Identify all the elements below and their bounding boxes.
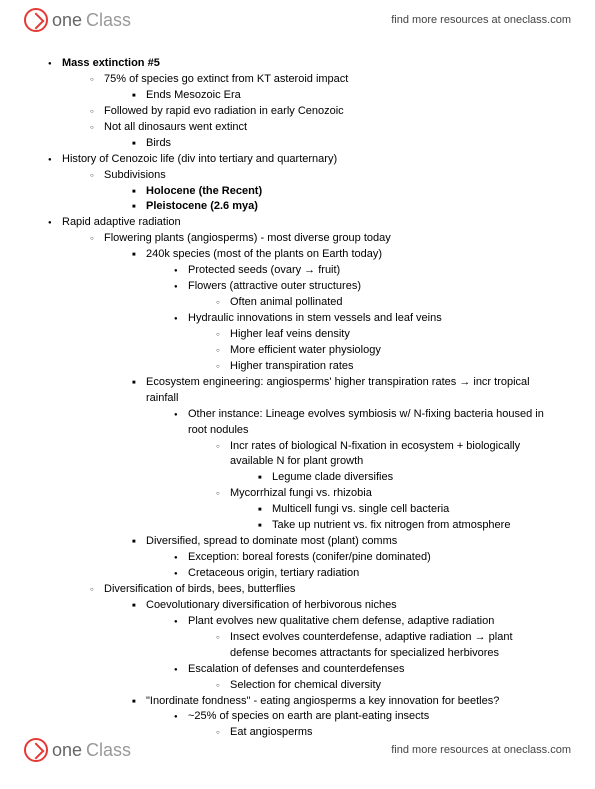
document-body: Mass extinction #5 75% of species go ext… bbox=[0, 40, 595, 789]
header-link-text[interactable]: find more resources at oneclass.com bbox=[391, 14, 571, 26]
bullet-text: Subdivisions bbox=[104, 169, 166, 181]
bullet-text: Mass extinction #5 bbox=[62, 57, 160, 69]
bullet-text: Legume clade diversifies bbox=[272, 471, 393, 483]
logo-text-one: one bbox=[52, 10, 82, 31]
logo-text-class: Class bbox=[86, 740, 131, 761]
bullet-text: 240k species (most of the plants on Eart… bbox=[146, 248, 382, 260]
bullet-text: Other instance: Lineage evolves symbiosi… bbox=[188, 408, 544, 436]
logo-icon bbox=[24, 8, 48, 32]
bullet-text: Often animal pollinated bbox=[230, 296, 343, 308]
bullet-text: Pleistocene (2.6 mya) bbox=[146, 200, 258, 212]
logo: oneClass bbox=[24, 738, 131, 762]
bullet-text: Rapid adaptive radiation bbox=[62, 216, 181, 228]
bullet-text: Holocene (the Recent) bbox=[146, 185, 262, 197]
bullet-text: Ecosystem engineering: angiosperms' high… bbox=[146, 376, 530, 404]
bullet-text: Higher transpiration rates bbox=[230, 360, 354, 372]
bullet-text: Diversification of birds, bees, butterfl… bbox=[104, 583, 295, 595]
bullet-text: "Inordinate fondness" - eating angiosper… bbox=[146, 695, 499, 707]
bullet-text: Not all dinosaurs went extinct bbox=[104, 121, 247, 133]
bullet-text: Take up nutrient vs. fix nitrogen from a… bbox=[272, 519, 510, 531]
bullet-text: Multicell fungi vs. single cell bacteria bbox=[272, 503, 449, 515]
bullet-text: Flowering plants (angiosperms) - most di… bbox=[104, 232, 391, 244]
bullet-text: Diversified, spread to dominate most (pl… bbox=[146, 535, 397, 547]
bullet-text: Plant evolves new qualitative chem defen… bbox=[188, 615, 494, 627]
bullet-text: History of Cenozoic life (div into terti… bbox=[62, 153, 337, 165]
bullet-text: Followed by rapid evo radiation in early… bbox=[104, 105, 344, 117]
logo: oneClass bbox=[24, 8, 131, 32]
bullet-text: Incr rates of biological N-fixation in e… bbox=[230, 440, 520, 468]
bullet-text: Protected seeds (ovary → fruit) bbox=[188, 264, 340, 276]
bullet-text: Escalation of defenses and counterdefens… bbox=[188, 663, 404, 675]
bullet-text: Birds bbox=[146, 137, 171, 149]
bullet-text: Flowers (attractive outer structures) bbox=[188, 280, 361, 292]
bullet-text: Mycorrhizal fungi vs. rhizobia bbox=[230, 487, 372, 499]
bullet-text: Cretaceous origin, tertiary radiation bbox=[188, 567, 359, 579]
bullet-text: Hydraulic innovations in stem vessels an… bbox=[188, 312, 442, 324]
logo-text-class: Class bbox=[86, 10, 131, 31]
bullet-text: Coevolutionary diversification of herbiv… bbox=[146, 599, 397, 611]
logo-text-one: one bbox=[52, 740, 82, 761]
page-header: oneClass find more resources at oneclass… bbox=[0, 0, 595, 40]
bullet-text: More efficient water physiology bbox=[230, 344, 381, 356]
bullet-text: Exception: boreal forests (conifer/pine … bbox=[188, 551, 431, 563]
bullet-text: Higher leaf veins density bbox=[230, 328, 350, 340]
bullet-text: Ends Mesozoic Era bbox=[146, 89, 241, 101]
logo-icon bbox=[24, 738, 48, 762]
bullet-text: ~25% of species on earth are plant-eatin… bbox=[188, 710, 429, 722]
page-footer: oneClass find more resources at oneclass… bbox=[0, 730, 595, 770]
bullet-text: 75% of species go extinct from KT astero… bbox=[104, 73, 348, 85]
bullet-text: Insect evolves counterdefense, adaptive … bbox=[230, 631, 513, 659]
bullet-text: Selection for chemical diversity bbox=[230, 679, 381, 691]
footer-link-text[interactable]: find more resources at oneclass.com bbox=[391, 744, 571, 756]
